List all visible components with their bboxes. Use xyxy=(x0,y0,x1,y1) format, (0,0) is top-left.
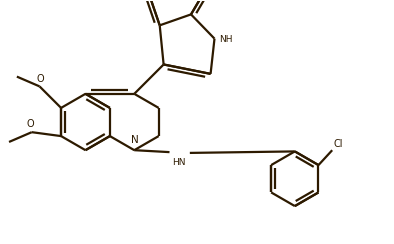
Text: N: N xyxy=(131,135,139,145)
Text: O: O xyxy=(36,74,44,84)
Text: Cl: Cl xyxy=(333,139,343,149)
Text: HN: HN xyxy=(173,158,186,167)
Text: NH: NH xyxy=(219,35,233,44)
Text: O: O xyxy=(27,119,34,129)
